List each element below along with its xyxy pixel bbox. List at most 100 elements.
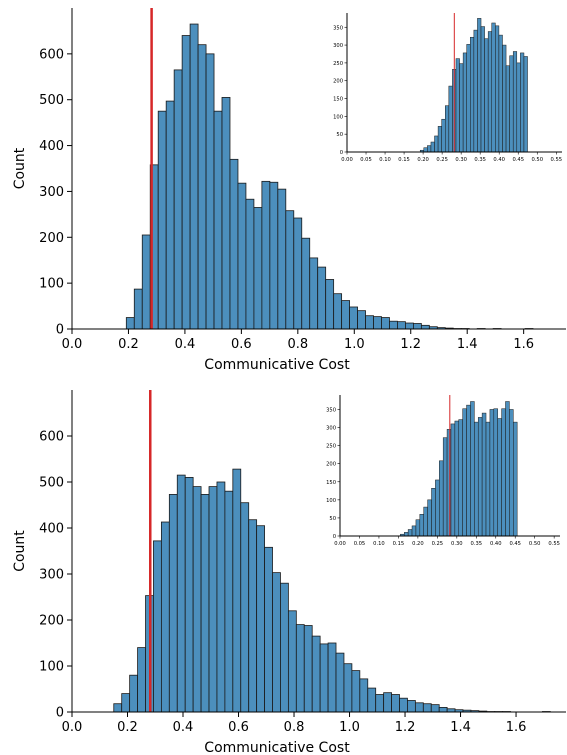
histogram-bar <box>407 700 416 713</box>
x-tick-label: 1.4 <box>457 337 478 352</box>
histogram-bar <box>383 692 392 713</box>
inset-histogram-bar <box>454 420 460 537</box>
inset-histogram-bar <box>434 135 439 153</box>
inset-y-tick-label: 0 <box>333 534 336 540</box>
inset-histogram-bar <box>439 460 444 537</box>
histogram-bar <box>205 53 215 330</box>
bottom-inset-histogram: 0.00 0.05 0.10 0.15 0.20 0.25 0.30 0.35 0.40 0.45… <box>310 391 564 548</box>
histogram-bar <box>357 310 366 330</box>
inset-histogram-bar <box>455 58 460 153</box>
x-tick-label: 1.0 <box>344 337 365 352</box>
histogram-bar <box>412 323 422 330</box>
inset-histogram-bar <box>480 26 485 153</box>
inset-histogram-bar <box>427 499 432 537</box>
inset-histogram-bar <box>435 479 440 537</box>
histogram-bar <box>200 494 210 713</box>
y-tick-label: 100 <box>39 660 64 675</box>
inset-y-tick-label: 50 <box>336 132 343 138</box>
inset-histogram-bar <box>495 25 500 153</box>
histogram-bar <box>232 468 242 713</box>
inset-histogram-bar <box>462 408 467 537</box>
inset-histogram-bar <box>419 514 424 537</box>
top-axes-frame <box>71 8 566 330</box>
histogram-bar <box>365 315 374 330</box>
histogram-bar <box>216 481 226 713</box>
inset-histogram-bar <box>462 52 467 153</box>
inset-histogram-bar <box>516 62 521 153</box>
inset-histogram-bar <box>445 105 450 153</box>
inset-histogram-bar <box>509 409 514 537</box>
inset-histogram-bar <box>403 532 409 537</box>
histogram-bar <box>113 703 123 713</box>
histogram-bar <box>285 210 295 330</box>
x-tick-label: 0.4 <box>175 337 196 352</box>
inset-x-tick-label: 0.25 <box>436 157 448 163</box>
bottom-inset-x-ticks: 0.00 0.05 0.10 0.15 0.20 0.25 0.30 0.35 0.40 0.45… <box>334 536 560 547</box>
inset-histogram-bar <box>512 51 518 153</box>
inset-histogram-bar <box>493 408 498 537</box>
histogram-bar <box>375 694 385 713</box>
inset-x-tick-label: 0.15 <box>398 157 410 163</box>
inset-histogram-bar <box>470 401 475 537</box>
histogram-bar <box>213 110 223 330</box>
inset-histogram-bar <box>415 519 421 537</box>
histogram-bar <box>405 322 414 330</box>
inset-histogram-bar <box>497 418 502 537</box>
inset-x-tick-label: 0.30 <box>455 157 467 163</box>
histogram-bar <box>245 198 255 330</box>
top-y-ticks: 0 100 200 300 400 500 600 <box>39 47 72 338</box>
histogram-bar <box>293 217 303 330</box>
inset-x-tick-label: 0.50 <box>529 541 541 547</box>
histogram-bar <box>373 316 382 330</box>
inset-histogram-bar <box>407 529 413 537</box>
histogram-bar <box>181 35 191 330</box>
histogram-bar <box>133 288 143 330</box>
inset-y-tick-label: 0 <box>340 150 343 156</box>
histogram-bar <box>197 44 207 330</box>
y-tick-label: 200 <box>39 231 64 246</box>
histogram-bar <box>165 100 175 330</box>
histogram-bar <box>351 670 361 713</box>
histogram-bar <box>422 703 432 713</box>
histogram-bar <box>317 266 327 330</box>
y-tick-label: 500 <box>39 476 64 491</box>
histogram-bar <box>261 180 271 330</box>
inset-histogram-bar <box>430 141 435 153</box>
histogram-bar <box>333 293 343 330</box>
histogram-bar <box>325 279 335 330</box>
inset-histogram-bar <box>509 55 514 153</box>
histogram-bar <box>280 582 289 713</box>
inset-y-tick-label: 100 <box>326 498 336 504</box>
inset-histogram-bar <box>411 525 417 537</box>
x-tick-label: 0.2 <box>118 337 139 352</box>
inset-y-tick-label: 100 <box>333 114 343 120</box>
histogram-bar <box>264 546 273 713</box>
inset-histogram-bar <box>477 18 482 153</box>
y-tick-label: 300 <box>39 185 64 200</box>
histogram-bar <box>129 674 138 713</box>
inset-y-tick-label: 350 <box>333 25 343 31</box>
y-tick-label: 500 <box>39 93 64 108</box>
inset-histogram-bar <box>484 38 489 153</box>
inset-y-tick-label: 300 <box>333 43 343 49</box>
inset-x-tick-label: 0.35 <box>474 157 486 163</box>
inset-x-tick-label: 0.20 <box>412 541 424 547</box>
inset-x-tick-label: 0.40 <box>490 541 502 547</box>
inset-y-tick-label: 300 <box>326 426 336 432</box>
inset-histogram-bar <box>481 412 487 537</box>
histogram-bar <box>399 697 408 713</box>
histogram-bar <box>438 707 448 713</box>
histogram-bar <box>157 110 167 330</box>
inset-x-tick-label: 0.00 <box>334 541 346 547</box>
histogram-bar <box>160 521 170 713</box>
y-tick-label: 200 <box>39 614 64 629</box>
top-histogram-panel: 0.0 0.2 0.4 0.6 0.8 1.0 1.2 1.4 1.6 0 100 200 300 40… <box>12 8 566 373</box>
inset-histogram-bar <box>437 126 442 153</box>
inset-histogram-bar <box>423 506 428 537</box>
inset-histogram-bar <box>459 63 464 153</box>
inset-y-tick-label: 200 <box>326 462 336 468</box>
inset-y-tick-label: 50 <box>329 516 336 522</box>
inset-histogram-bar <box>498 34 503 153</box>
histogram-bar <box>173 69 183 330</box>
x-tick-label: 0.2 <box>117 720 138 735</box>
